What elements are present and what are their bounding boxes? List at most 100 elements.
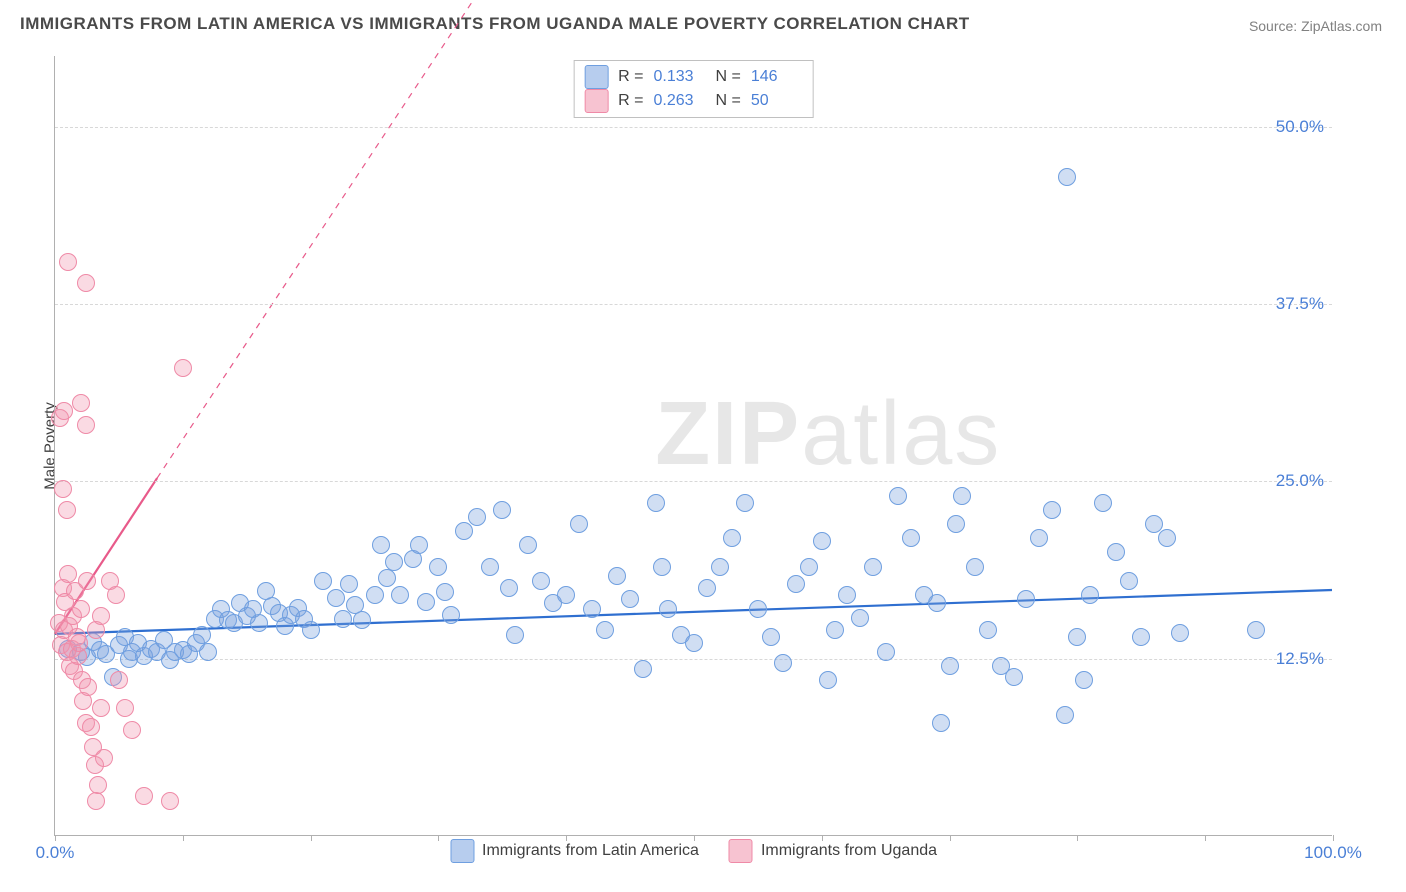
legend-key: R = <box>618 65 643 89</box>
scatter-marker <box>941 657 959 675</box>
scatter-marker <box>596 621 614 639</box>
y-tick-label: 37.5% <box>1276 294 1324 314</box>
scatter-marker <box>932 714 950 732</box>
scatter-marker <box>92 607 110 625</box>
scatter-marker <box>70 634 88 652</box>
scatter-marker <box>800 558 818 576</box>
scatter-marker <box>385 553 403 571</box>
x-tick <box>311 835 312 841</box>
scatter-marker <box>634 660 652 678</box>
scatter-marker <box>366 586 384 604</box>
scatter-marker <box>723 529 741 547</box>
scatter-marker <box>55 402 73 420</box>
scatter-marker <box>653 558 671 576</box>
scatter-marker <box>500 579 518 597</box>
scatter-marker <box>762 628 780 646</box>
scatter-marker <box>353 611 371 629</box>
plot-area: ZIPatlas R = 0.133 N = 146 R = 0.263 N =… <box>54 56 1332 836</box>
scatter-marker <box>79 678 97 696</box>
scatter-marker <box>1017 590 1035 608</box>
scatter-marker <box>608 567 626 585</box>
scatter-marker <box>506 626 524 644</box>
correlation-row: R = 0.263 N = 50 <box>584 89 803 113</box>
scatter-marker <box>570 515 588 533</box>
scatter-marker <box>947 515 965 533</box>
scatter-marker <box>1171 624 1189 642</box>
x-tick <box>438 835 439 841</box>
scatter-marker <box>557 586 575 604</box>
scatter-marker <box>89 776 107 794</box>
grid-line <box>55 659 1332 660</box>
series-legend-label: Immigrants from Uganda <box>761 842 937 860</box>
source-label: Source: ZipAtlas.com <box>1249 18 1382 34</box>
scatter-marker <box>123 721 141 739</box>
series-legend: Immigrants from Latin America Immigrants… <box>450 839 937 863</box>
scatter-marker <box>1081 586 1099 604</box>
grid-line <box>55 304 1332 305</box>
scatter-marker <box>1043 501 1061 519</box>
x-tick <box>55 835 56 841</box>
scatter-marker <box>92 699 110 717</box>
scatter-marker <box>1030 529 1048 547</box>
grid-line <box>55 481 1332 482</box>
scatter-marker <box>953 487 971 505</box>
scatter-marker <box>1107 543 1125 561</box>
legend-swatch-pink <box>584 89 608 113</box>
scatter-marker <box>391 586 409 604</box>
scatter-marker <box>698 579 716 597</box>
scatter-marker <box>493 501 511 519</box>
scatter-marker <box>481 558 499 576</box>
x-tick <box>1333 835 1334 841</box>
scatter-marker <box>340 575 358 593</box>
y-tick-label: 12.5% <box>1276 649 1324 669</box>
scatter-marker <box>327 589 345 607</box>
legend-key: N = <box>716 65 741 89</box>
scatter-marker <box>583 600 601 618</box>
scatter-marker <box>436 583 454 601</box>
scatter-marker <box>749 600 767 618</box>
scatter-marker <box>851 609 869 627</box>
series-legend-label: Immigrants from Latin America <box>482 842 699 860</box>
scatter-marker <box>77 274 95 292</box>
x-tick <box>566 835 567 841</box>
scatter-marker <box>314 572 332 590</box>
scatter-marker <box>77 416 95 434</box>
scatter-marker <box>659 600 677 618</box>
scatter-marker <box>116 699 134 717</box>
scatter-marker <box>787 575 805 593</box>
scatter-marker <box>928 594 946 612</box>
legend-value: 50 <box>751 89 803 113</box>
scatter-marker <box>468 508 486 526</box>
scatter-marker <box>59 565 77 583</box>
scatter-marker <box>78 572 96 590</box>
legend-key: R = <box>618 89 643 113</box>
scatter-marker <box>1132 628 1150 646</box>
x-tick <box>183 835 184 841</box>
chart-container: IMMIGRANTS FROM LATIN AMERICA VS IMMIGRA… <box>0 0 1406 892</box>
y-tick-label: 50.0% <box>1276 117 1324 137</box>
correlation-legend: R = 0.133 N = 146 R = 0.263 N = 50 <box>573 60 814 118</box>
scatter-marker <box>72 394 90 412</box>
legend-swatch-blue <box>450 839 474 863</box>
scatter-marker <box>429 558 447 576</box>
scatter-marker <box>813 532 831 550</box>
scatter-marker <box>110 671 128 689</box>
scatter-marker <box>378 569 396 587</box>
scatter-marker <box>864 558 882 576</box>
scatter-marker <box>826 621 844 639</box>
scatter-marker <box>966 558 984 576</box>
scatter-marker <box>774 654 792 672</box>
chart-title: IMMIGRANTS FROM LATIN AMERICA VS IMMIGRA… <box>20 14 970 34</box>
scatter-marker <box>82 718 100 736</box>
scatter-marker <box>877 643 895 661</box>
scatter-marker <box>889 487 907 505</box>
scatter-marker <box>455 522 473 540</box>
scatter-marker <box>410 536 428 554</box>
x-tick <box>1205 835 1206 841</box>
scatter-marker <box>1094 494 1112 512</box>
scatter-marker <box>135 787 153 805</box>
scatter-marker <box>1158 529 1176 547</box>
scatter-marker <box>372 536 390 554</box>
x-tick-label: 100.0% <box>1304 843 1362 863</box>
scatter-marker <box>199 643 217 661</box>
